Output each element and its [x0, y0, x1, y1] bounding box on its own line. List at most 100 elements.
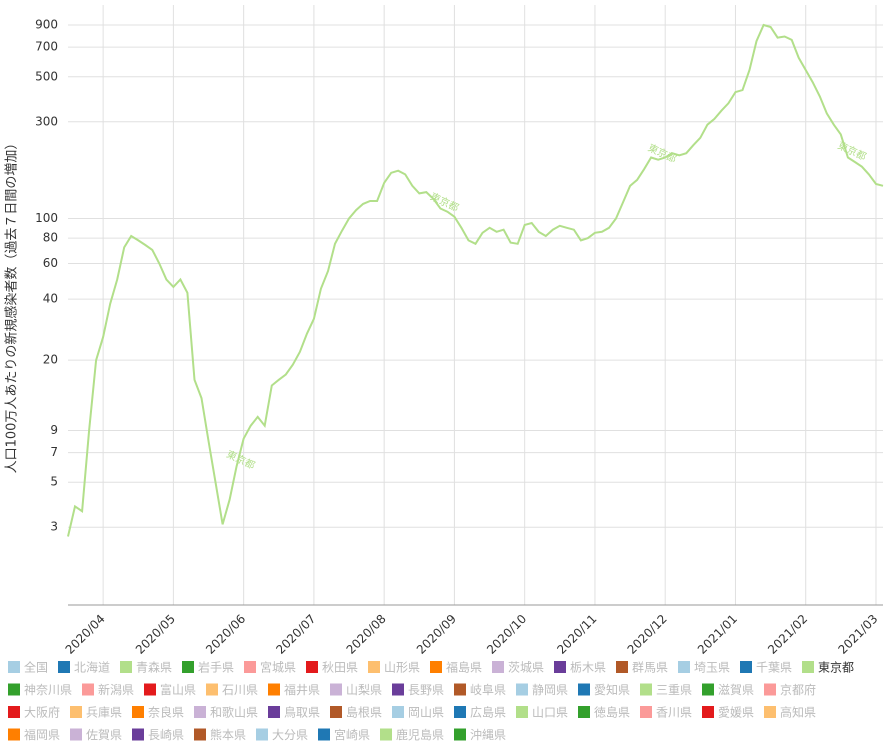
legend-item[interactable]: 東京都 [802, 661, 854, 675]
legend-item[interactable]: 徳島県 [578, 705, 630, 720]
legend-swatch [120, 661, 132, 673]
legend-swatch [392, 683, 404, 696]
legend-item[interactable]: 大分県 [256, 728, 308, 742]
y-tick-label: 300 [35, 114, 58, 128]
legend-item[interactable]: 静岡県 [516, 683, 568, 697]
legend-label: 香川県 [656, 706, 692, 720]
legend-item[interactable]: 石川県 [206, 683, 258, 697]
legend-swatch [132, 706, 144, 718]
legend-label: 三重県 [656, 683, 692, 697]
legend-label: 山口県 [532, 706, 568, 720]
legend-item[interactable]: 鹿児島県 [380, 727, 444, 742]
x-tick-label: 2020/09 [414, 612, 459, 657]
legend-item[interactable]: 岡山県 [392, 706, 444, 720]
legend-item[interactable]: 島根県 [330, 705, 382, 720]
legend-item[interactable]: 佐賀県 [70, 728, 122, 742]
legend-item[interactable]: 高知県 [764, 705, 816, 720]
legend-swatch [764, 683, 776, 696]
legend-label: 千葉県 [756, 661, 792, 675]
legend-label: 高知県 [780, 705, 816, 720]
data-line [67, 23, 884, 537]
legend-swatch [82, 683, 94, 696]
legend-item[interactable]: 群馬県 [616, 661, 668, 675]
legend-item[interactable]: 鳥取県 [268, 705, 320, 720]
legend-item[interactable]: 山梨県 [330, 683, 382, 697]
legend-item[interactable]: 茨城県 [492, 661, 544, 675]
legend-label: 広島県 [470, 705, 506, 720]
legend-label: 和歌山県 [210, 705, 258, 720]
legend-item[interactable]: 長野県 [392, 683, 444, 697]
legend-swatch [194, 728, 206, 741]
legend-item[interactable]: 京都府 [764, 682, 816, 697]
x-tick-label: 2020/05 [133, 612, 178, 657]
legend-label: 群馬県 [632, 661, 668, 675]
legend-item[interactable]: 全国 [8, 660, 48, 675]
y-tick-label: 9 [50, 423, 58, 437]
legend-label: 栃木県 [570, 661, 606, 675]
x-tick-label: 2021/01 [695, 612, 740, 657]
legend-item[interactable]: 山口県 [516, 706, 568, 720]
x-tick-label: 2020/04 [63, 612, 108, 657]
legend-item[interactable]: 埼玉県 [678, 661, 730, 675]
legend-item[interactable]: 千葉県 [740, 661, 792, 675]
x-tick-label: 2020/07 [273, 612, 318, 657]
legend-swatch [70, 706, 82, 718]
legend-label: 富山県 [160, 682, 196, 697]
legend-item[interactable]: 福島県 [430, 660, 482, 675]
legend-label: 奈良県 [148, 705, 184, 720]
y-tick-label: 900 [35, 18, 58, 32]
legend-item[interactable]: 沖縄県 [454, 727, 506, 742]
legend-item[interactable]: 奈良県 [132, 705, 184, 720]
legend-item[interactable]: 岐阜県 [454, 683, 506, 697]
legend-swatch [244, 661, 256, 673]
legend-item[interactable]: 新潟県 [82, 682, 134, 697]
legend-label: 滋賀県 [718, 683, 754, 697]
legend-swatch [616, 661, 628, 673]
legend-label: 長崎県 [148, 728, 184, 742]
legend-swatch [640, 683, 652, 696]
legend-item[interactable]: 福井県 [268, 682, 320, 697]
legend-label: 茨城県 [508, 661, 544, 675]
legend-item[interactable]: 富山県 [144, 682, 196, 697]
legend-item[interactable]: 福岡県 [8, 727, 60, 742]
legend-item[interactable]: 愛知県 [578, 683, 630, 697]
legend-item[interactable]: 熊本県 [194, 727, 246, 742]
legend-item[interactable]: 宮城県 [244, 660, 296, 675]
legend-label: 埼玉県 [694, 661, 730, 675]
legend-item[interactable]: 三重県 [640, 683, 692, 697]
legend-label: 東京都 [818, 661, 854, 675]
legend-swatch [8, 706, 20, 718]
legend-item[interactable]: 大阪府 [8, 705, 60, 720]
legend-swatch [256, 728, 268, 741]
legend-label: 岐阜県 [470, 683, 506, 697]
legend-label: 大阪府 [24, 705, 60, 720]
legend-item[interactable]: 神奈川県 [8, 683, 72, 697]
legend-item[interactable]: 山形県 [368, 661, 420, 675]
y-tick-label: 500 [35, 69, 58, 83]
legend-label: 新潟県 [98, 682, 134, 697]
legend-item[interactable]: 宮崎県 [318, 727, 370, 742]
legend-item[interactable]: 広島県 [454, 705, 506, 720]
legend-swatch [578, 683, 590, 696]
legend-item[interactable]: 青森県 [120, 660, 172, 675]
legend-label: 島根県 [346, 705, 382, 720]
legend-label: 沖縄県 [470, 727, 506, 742]
legend-item[interactable]: 栃木県 [554, 661, 606, 675]
legend-item[interactable]: 香川県 [640, 706, 692, 720]
legend-item[interactable]: 滋賀県 [702, 683, 754, 697]
legend-item[interactable]: 岩手県 [182, 660, 234, 675]
y-tick-label: 80 [43, 231, 58, 245]
legend-item[interactable]: 兵庫県 [70, 706, 122, 720]
legend-item[interactable]: 秋田県 [306, 661, 358, 675]
legend-item[interactable]: 和歌山県 [194, 705, 258, 720]
legend-item[interactable]: 愛媛県 [702, 706, 754, 720]
legend-swatch [516, 706, 528, 718]
legend-label: 徳島県 [594, 705, 630, 720]
legend-swatch [8, 728, 20, 741]
legend-label: 宮城県 [260, 660, 296, 675]
legend-item[interactable]: 北海道 [58, 660, 110, 675]
legend-item[interactable]: 長崎県 [132, 728, 184, 742]
legend-swatch [368, 661, 380, 673]
legend-swatch [454, 683, 466, 696]
legend-label: 石川県 [222, 683, 258, 697]
